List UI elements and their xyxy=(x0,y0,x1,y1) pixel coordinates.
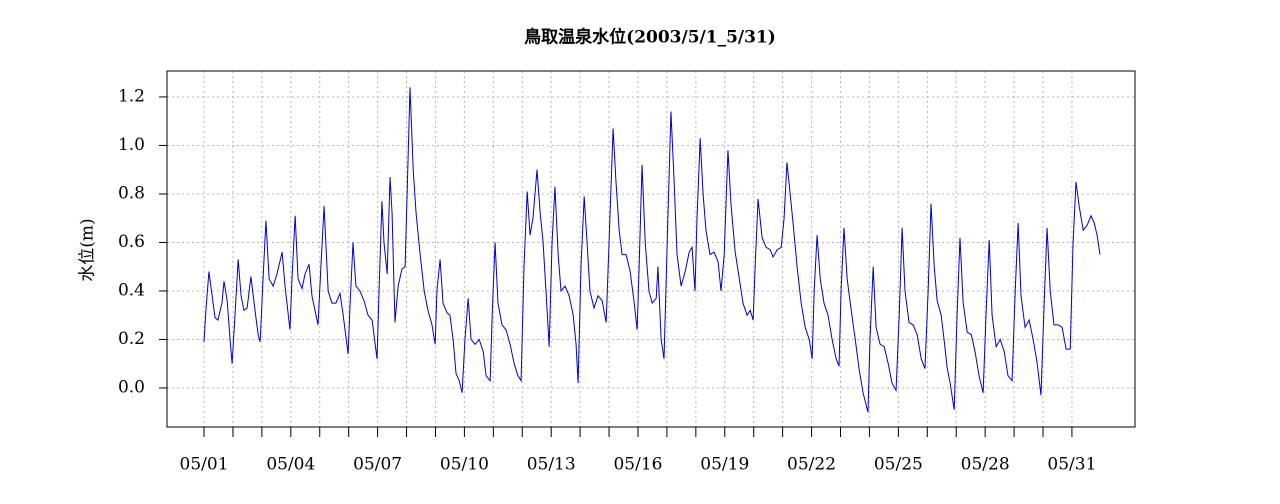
x-tick-label: 05/01 xyxy=(180,455,229,475)
y-tick-label: 0.2 xyxy=(118,329,145,349)
y-tick-label: 0.0 xyxy=(118,377,145,397)
x-tick-label: 05/16 xyxy=(613,455,662,475)
plot-frame xyxy=(166,70,1136,428)
y-tick-label: 1.0 xyxy=(118,135,145,155)
y-tick-label: 0.8 xyxy=(118,183,145,203)
y-tick-label: 0.4 xyxy=(118,280,145,300)
x-tick-label: 05/10 xyxy=(440,455,489,475)
x-tick-label: 05/22 xyxy=(787,455,836,475)
x-tick-label: 05/19 xyxy=(700,455,749,475)
y-axis-label: 水位(m) xyxy=(78,218,98,281)
x-tick-label: 05/28 xyxy=(961,455,1010,475)
x-tick-label: 05/13 xyxy=(527,455,576,475)
chart-title: 鳥取温泉水位(2003/5/1_5/31) xyxy=(524,27,776,48)
x-tick-label: 05/31 xyxy=(1047,455,1096,475)
y-tick-label: 0.6 xyxy=(118,232,145,252)
x-tick-label: 05/25 xyxy=(874,455,923,475)
y-tick-label: 1.2 xyxy=(118,86,145,106)
x-tick-label: 05/07 xyxy=(353,455,402,475)
x-tick-label: 05/04 xyxy=(266,455,315,475)
data-line xyxy=(203,87,1101,413)
